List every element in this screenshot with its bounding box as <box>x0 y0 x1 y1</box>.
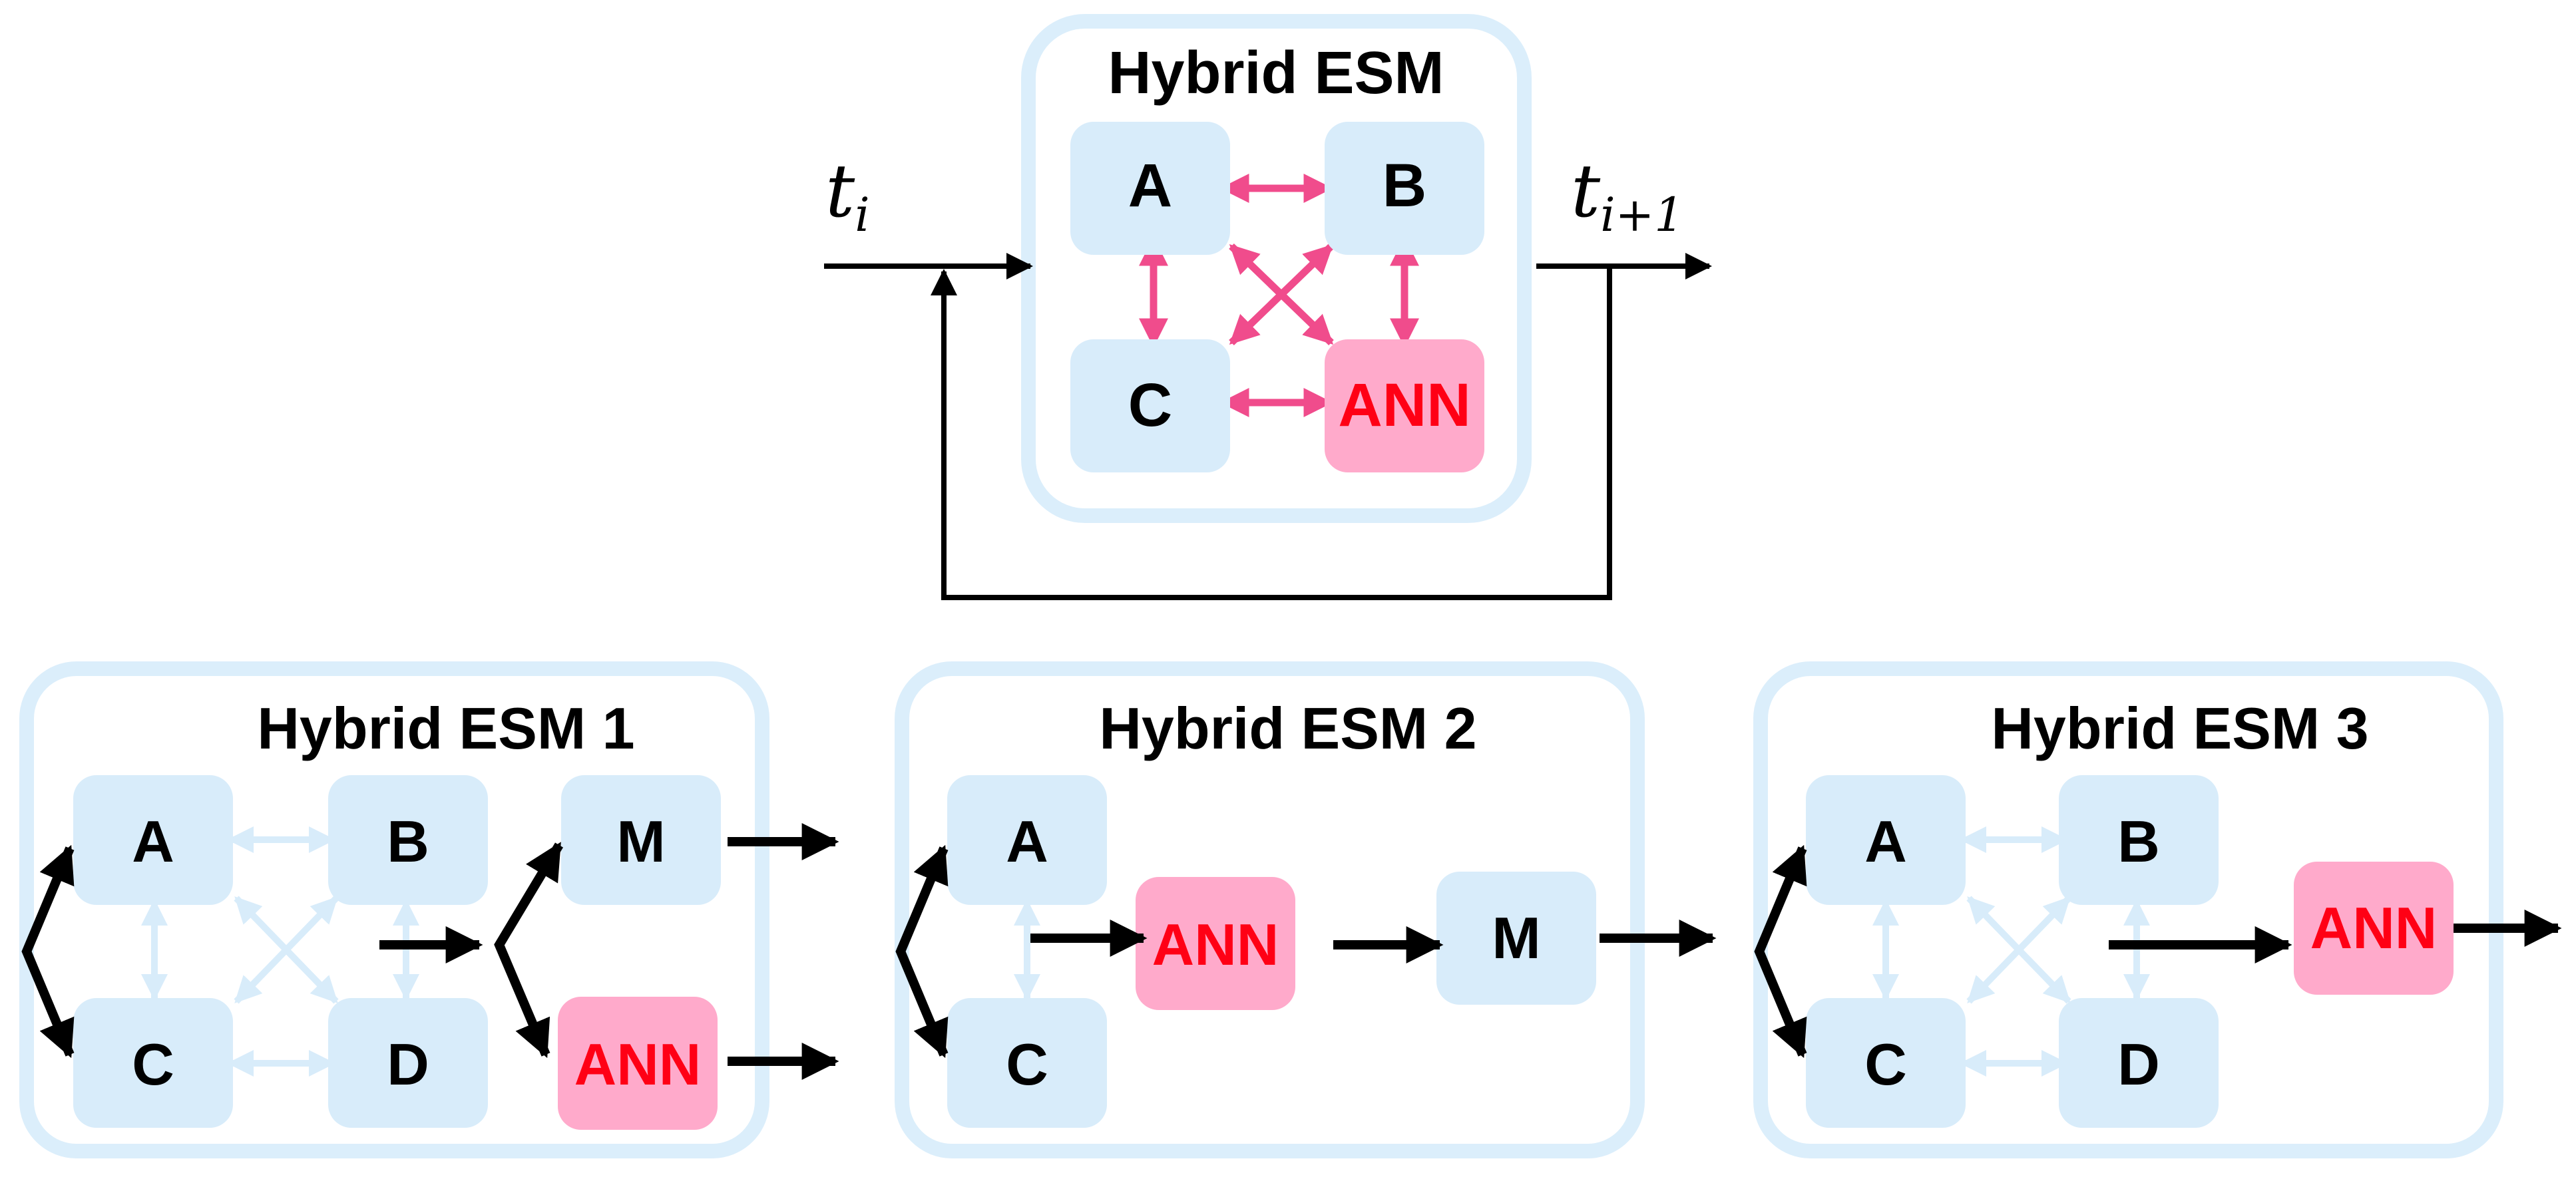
panel-1-node-c <box>73 998 233 1128</box>
output-time-label: ti+1 <box>1571 148 1684 242</box>
panel-1-frame <box>19 661 769 1158</box>
panel-2-split-left <box>895 844 949 1059</box>
top-node-c <box>1070 339 1230 472</box>
panel-3-node-d <box>2059 998 2219 1128</box>
top-node-ann <box>1325 339 1484 472</box>
panel-2-node-c <box>947 998 1107 1128</box>
panel-1-node-a <box>73 775 233 905</box>
panel-hybrid-esm-1: Hybrid ESM 1 A B C D M ANN <box>19 661 839 1158</box>
top-node-a-label: A <box>1128 152 1172 220</box>
input-time-label: ti <box>825 148 870 242</box>
panel-1-title: Hybrid ESM 1 <box>257 695 634 761</box>
panel-3-node-a <box>1806 775 1966 905</box>
panel-3-node-a-label: A <box>1864 808 1907 874</box>
top-node-ann-label: ANN <box>1338 371 1470 439</box>
panel-3-node-c-label: C <box>1864 1031 1907 1097</box>
panel-3-node-b <box>2059 775 2219 905</box>
top-node-a <box>1070 122 1230 255</box>
panel-1-node-ann <box>558 997 718 1130</box>
panel-hybrid-esm-2: Hybrid ESM 2 A C ANN M <box>895 661 1717 1158</box>
panel-1-node-m <box>561 775 721 905</box>
panel-1-flow-arrows <box>21 823 839 1080</box>
panel-2-node-m <box>1436 872 1596 1005</box>
panel-1-node-m-label: M <box>616 808 665 874</box>
panel-1-split-left <box>21 844 75 1059</box>
time-loop <box>824 253 1712 600</box>
panel-2-node-ann <box>1136 877 1295 1010</box>
panel-3-node-ann-label: ANN <box>2310 895 2438 961</box>
top-node-b <box>1325 122 1484 255</box>
top-title: Hybrid ESM <box>1108 40 1444 106</box>
panel-hybrid-esm-3: Hybrid ESM 3 A B C D ANN <box>1753 661 2562 1158</box>
panel-3-node-c <box>1806 998 1966 1128</box>
panel-2-node-a-label: A <box>1006 808 1048 874</box>
panel-1-node-b <box>328 775 488 905</box>
panel-2-node-a <box>947 775 1107 905</box>
feedback-loop <box>931 266 1612 600</box>
top-node-b-label: B <box>1383 152 1426 220</box>
panel-3-node-d-label: D <box>2117 1031 2160 1097</box>
panel-1-node-c-label: C <box>132 1031 174 1097</box>
panel-2-node-m-label: M <box>1492 905 1540 971</box>
top-node-c-label: C <box>1128 371 1172 439</box>
panel-3-light-arrows <box>1872 826 2150 1077</box>
panel-1-node-b-label: B <box>387 808 429 874</box>
panel-2-frame <box>895 661 1645 1158</box>
panel-3-node-b-label: B <box>2117 808 2160 874</box>
panel-1-node-ann-label: ANN <box>574 1031 702 1097</box>
top-hybrid-esm: Hybrid ESM A B C ANN ti ti+1 <box>824 14 1712 600</box>
panel-1-node-d <box>328 998 488 1128</box>
panel-1-light-arrows <box>141 826 419 1077</box>
panel-3-flow-arrows <box>1754 844 2562 1059</box>
panel-2-title: Hybrid ESM 2 <box>1099 695 1476 761</box>
panel-3-node-ann <box>2294 862 2454 995</box>
panel-2-node-c-label: C <box>1006 1031 1048 1097</box>
panel-1-split-right <box>494 842 564 1059</box>
panel-1-node-a-label: A <box>132 808 174 874</box>
arrow-b-c <box>1229 244 1334 345</box>
panel-2-flow-arrows <box>895 844 1717 1059</box>
top-interactions <box>1139 174 1419 417</box>
panel-3-title: Hybrid ESM 3 <box>1991 695 2368 761</box>
panel-3-frame <box>1753 661 2503 1158</box>
panel-3-split-left <box>1754 844 1807 1059</box>
panel-1-node-d-label: D <box>387 1031 429 1097</box>
panel-2-node-ann-label: ANN <box>1152 912 1279 977</box>
